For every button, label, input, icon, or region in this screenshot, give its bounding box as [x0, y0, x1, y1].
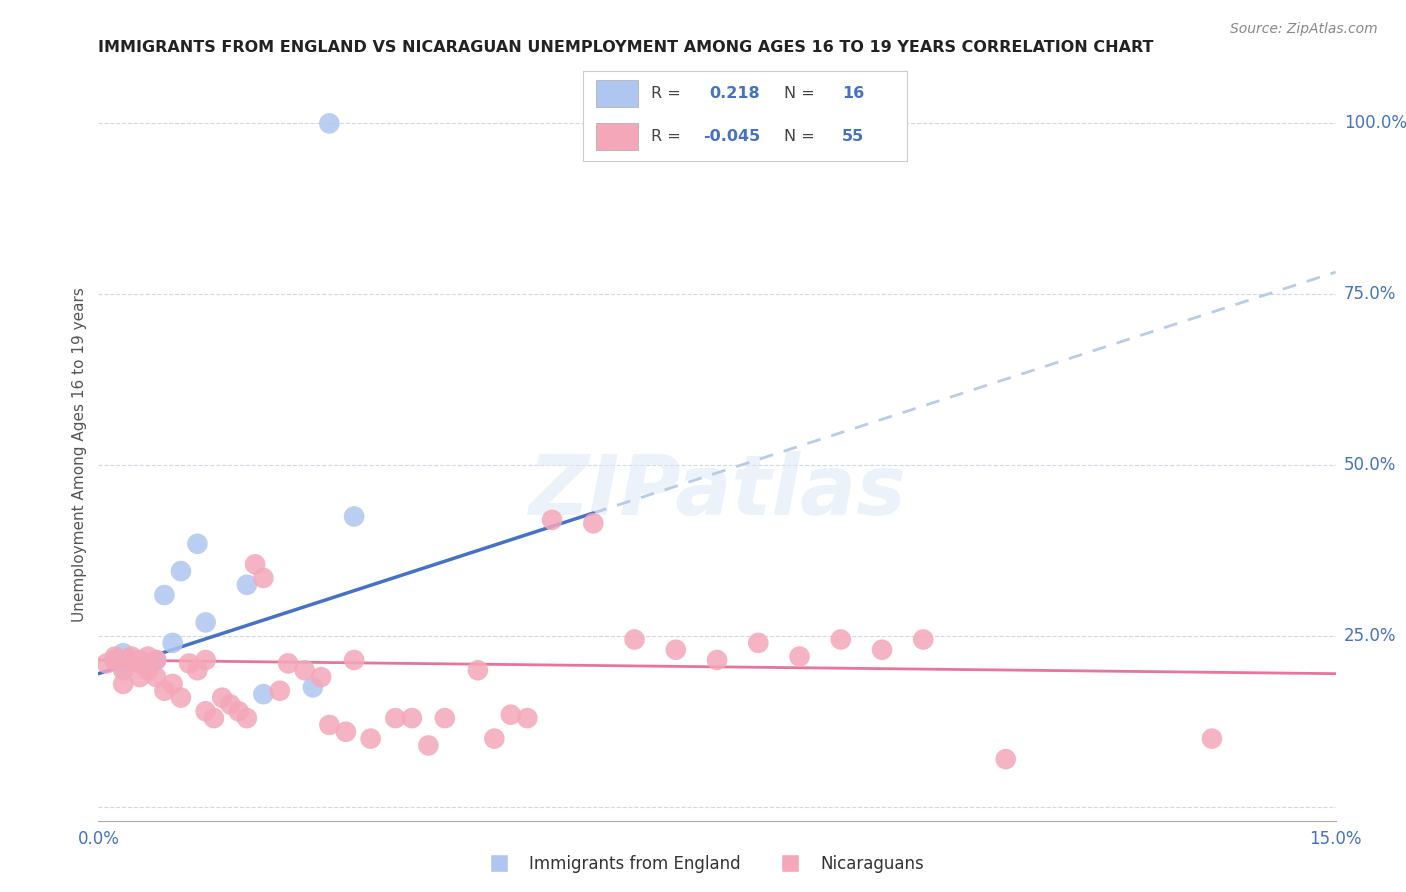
Legend: Immigrants from England, Nicaraguans: Immigrants from England, Nicaraguans — [475, 848, 931, 880]
Text: 75.0%: 75.0% — [1344, 285, 1396, 303]
Point — [96, 657, 118, 671]
Point — [401, 711, 423, 725]
Point — [994, 752, 1017, 766]
Point — [145, 653, 167, 667]
Point — [104, 653, 127, 667]
Point — [789, 649, 811, 664]
Point — [194, 615, 217, 630]
Point — [112, 660, 135, 674]
Point — [360, 731, 382, 746]
Point — [145, 670, 167, 684]
Point — [170, 564, 193, 578]
Point — [202, 711, 225, 725]
Point — [219, 698, 242, 712]
Point — [318, 116, 340, 130]
Point — [467, 663, 489, 677]
Text: 50.0%: 50.0% — [1344, 456, 1396, 475]
Y-axis label: Unemployment Among Ages 16 to 19 years: Unemployment Among Ages 16 to 19 years — [72, 287, 87, 623]
Text: IMMIGRANTS FROM ENGLAND VS NICARAGUAN UNEMPLOYMENT AMONG AGES 16 TO 19 YEARS COR: IMMIGRANTS FROM ENGLAND VS NICARAGUAN UN… — [98, 40, 1154, 55]
Point — [104, 649, 127, 664]
Point — [269, 683, 291, 698]
Point — [112, 663, 135, 677]
Point — [170, 690, 193, 705]
Point — [343, 509, 366, 524]
Point — [665, 642, 688, 657]
Text: 16: 16 — [842, 87, 865, 101]
Point — [318, 718, 340, 732]
Point — [294, 663, 316, 677]
FancyBboxPatch shape — [596, 123, 638, 150]
Point — [179, 657, 201, 671]
Point — [236, 578, 259, 592]
Point — [484, 731, 506, 746]
Point — [236, 711, 259, 725]
Text: Source: ZipAtlas.com: Source: ZipAtlas.com — [1230, 22, 1378, 37]
Point — [120, 653, 142, 667]
Point — [136, 657, 159, 671]
FancyBboxPatch shape — [596, 80, 638, 107]
Point — [228, 704, 250, 718]
Point — [541, 513, 564, 527]
Point — [912, 632, 935, 647]
Point — [343, 653, 366, 667]
Point — [302, 681, 325, 695]
Point — [499, 707, 522, 722]
Point — [153, 588, 176, 602]
Text: 55: 55 — [842, 129, 865, 144]
Text: 100.0%: 100.0% — [1344, 114, 1406, 132]
Point — [252, 571, 274, 585]
Point — [194, 653, 217, 667]
Point — [194, 704, 217, 718]
Point — [243, 558, 266, 572]
Text: N =: N = — [785, 129, 814, 144]
Point — [582, 516, 605, 531]
Point — [384, 711, 406, 725]
Point — [623, 632, 645, 647]
Point — [112, 646, 135, 660]
Point — [162, 636, 184, 650]
Point — [153, 683, 176, 698]
Text: R =: R = — [651, 87, 681, 101]
Text: 25.0%: 25.0% — [1344, 627, 1396, 645]
Text: 0.218: 0.218 — [710, 87, 761, 101]
Text: R =: R = — [651, 129, 681, 144]
Point — [516, 711, 538, 725]
Point — [1201, 731, 1223, 746]
Point — [104, 653, 127, 667]
Point — [128, 657, 150, 671]
Point — [252, 687, 274, 701]
Text: -0.045: -0.045 — [703, 129, 761, 144]
Point — [136, 663, 159, 677]
Point — [186, 537, 208, 551]
Point — [830, 632, 852, 647]
Point — [186, 663, 208, 677]
Point — [277, 657, 299, 671]
Point — [706, 653, 728, 667]
Point — [309, 670, 332, 684]
Point — [145, 653, 167, 667]
Point — [870, 642, 893, 657]
Point — [112, 677, 135, 691]
Point — [128, 653, 150, 667]
Point — [128, 670, 150, 684]
Text: ZIPatlas: ZIPatlas — [529, 451, 905, 532]
Point — [335, 724, 357, 739]
Point — [418, 739, 440, 753]
Point — [162, 677, 184, 691]
Point — [747, 636, 769, 650]
Point — [211, 690, 233, 705]
Point — [120, 649, 142, 664]
Point — [433, 711, 456, 725]
Point — [136, 649, 159, 664]
Text: N =: N = — [785, 87, 814, 101]
